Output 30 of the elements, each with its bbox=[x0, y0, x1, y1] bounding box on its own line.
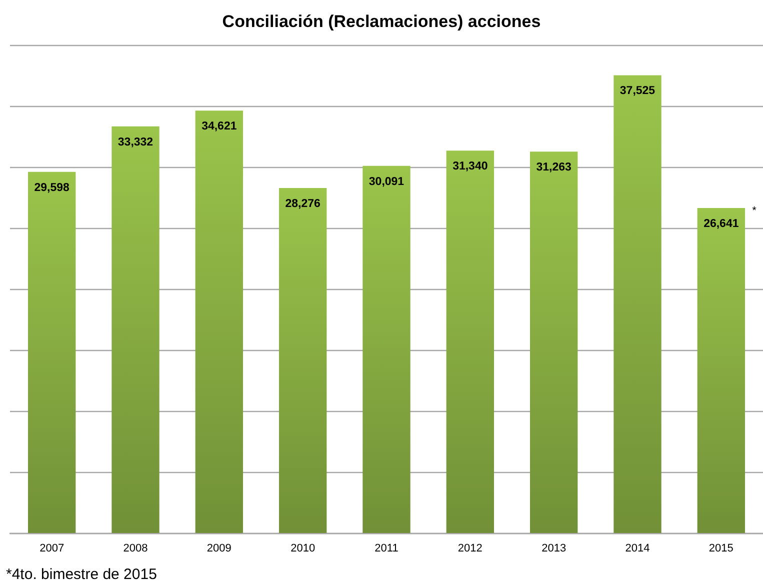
x-tick-label: 2013 bbox=[542, 542, 566, 554]
data-label: 26,641 bbox=[704, 218, 740, 230]
chart-title: Conciliación (Reclamaciones) acciones bbox=[222, 12, 541, 31]
data-label: 29,598 bbox=[34, 182, 70, 194]
data-label: 34,621 bbox=[202, 120, 238, 133]
x-tick-label: 2014 bbox=[625, 542, 650, 554]
data-label: 31,263 bbox=[536, 162, 572, 174]
data-label: 33,332 bbox=[118, 136, 154, 148]
bar bbox=[362, 166, 410, 533]
x-tick-label: 2011 bbox=[374, 542, 398, 554]
data-label: 31,340 bbox=[452, 160, 488, 173]
data-label: 37,525 bbox=[620, 85, 656, 98]
bar bbox=[697, 208, 746, 533]
bar bbox=[195, 110, 244, 533]
bar bbox=[112, 126, 160, 533]
text: *4to. bimestre de 2015 bbox=[6, 566, 157, 583]
bar bbox=[446, 150, 494, 533]
annotation: * bbox=[752, 204, 758, 217]
bar bbox=[530, 152, 578, 533]
x-tick-label: 2012 bbox=[458, 542, 482, 554]
data-label: 28,276 bbox=[285, 198, 320, 210]
x-tick-label: 2009 bbox=[206, 542, 232, 554]
x-tick-label: 2015 bbox=[708, 542, 734, 554]
data-label: 30,091 bbox=[368, 176, 405, 188]
bar bbox=[28, 172, 76, 533]
bar bbox=[278, 188, 327, 533]
bar bbox=[614, 75, 662, 533]
x-tick-label: 2008 bbox=[123, 542, 148, 554]
x-tick-label: 2007 bbox=[40, 542, 64, 554]
x-tick-label: 2010 bbox=[290, 542, 316, 554]
